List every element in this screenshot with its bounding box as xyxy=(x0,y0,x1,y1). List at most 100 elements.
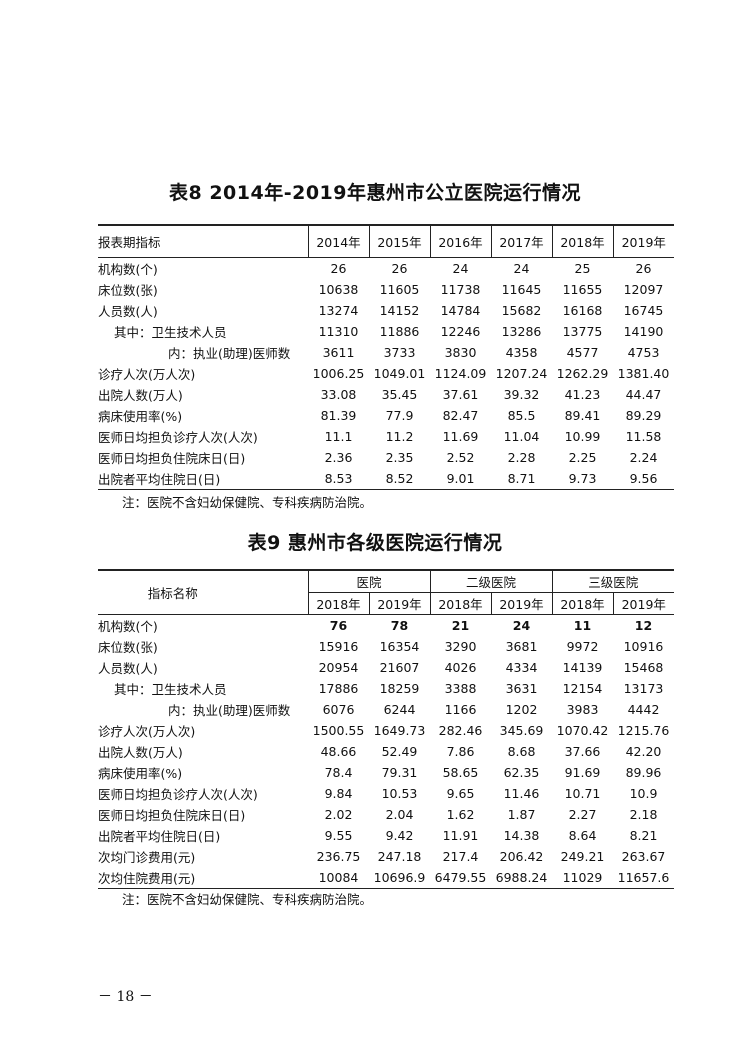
table-row: 医师日均担负诊疗人次(人次) 11.1 11.2 11.69 11.04 10.99 11.… xyxy=(98,426,674,447)
table-cell: 89.29 xyxy=(625,408,662,423)
table-cell: 25 xyxy=(574,261,591,276)
table9-year-header-row: 2018年 2019年 2018年 2019年 2018年 2019年 xyxy=(98,592,674,615)
table-cell: 2.04 xyxy=(385,807,414,822)
table-cell: 14139 xyxy=(562,660,603,675)
row-label: 机构数(个) xyxy=(98,262,158,277)
table-row: 其中：卫生技术人员 11310 11886 12246 13286 13775 14190 xyxy=(98,321,674,342)
table-cell: 39.32 xyxy=(503,387,540,402)
table-cell: 79.31 xyxy=(381,765,418,780)
row-label: 机构数(个) xyxy=(98,619,158,634)
table-cell: 4442 xyxy=(627,702,660,717)
table-cell: 10.9 xyxy=(629,786,658,801)
row-label: 其中：卫生技术人员 xyxy=(114,682,227,697)
table9-group-header-row: 指标名称 医院 二级医院 三级医院 xyxy=(98,569,674,615)
table-cell: 89.41 xyxy=(564,408,601,423)
table-cell: 11.2 xyxy=(385,429,414,444)
table9-note: 注：医院不含妇幼保健院、专科疾病防治院。 xyxy=(122,892,373,907)
table-cell: 16354 xyxy=(379,639,420,654)
table-cell: 1.87 xyxy=(507,807,536,822)
table-row: 人员数(人) 13274 14152 14784 15682 16168 16745 xyxy=(98,300,674,321)
table-cell: 236.75 xyxy=(316,849,361,864)
column-header-year: 2017年 xyxy=(490,224,552,258)
table-cell: 3290 xyxy=(444,639,477,654)
row-label: 医师日均担负诊疗人次(人次) xyxy=(98,430,258,445)
table-cell: 91.69 xyxy=(564,765,601,780)
table-cell: 9.73 xyxy=(552,468,613,490)
table-cell: 2.28 xyxy=(507,450,536,465)
column-header-year: 2016年 xyxy=(429,224,491,258)
column-header-year: 2014年 xyxy=(307,224,369,258)
table-row: 床位数(张) 10638 11605 11738 11645 11655 12097 xyxy=(98,279,674,300)
table-cell: 11029 xyxy=(552,867,613,889)
table-cell: 37.66 xyxy=(564,744,601,759)
column-group-header: 医院 xyxy=(307,569,430,593)
table-cell: 1207.24 xyxy=(495,366,548,381)
row-label: 诊疗人次(万人次) xyxy=(98,367,196,382)
table-cell: 85.5 xyxy=(507,408,536,423)
row-label: 诊疗人次(万人次) xyxy=(98,724,196,739)
table-cell: 1.62 xyxy=(446,807,475,822)
table-cell: 81.39 xyxy=(320,408,357,423)
row-label: 出院人数(万人) xyxy=(98,745,183,760)
table-cell: 20954 xyxy=(318,660,359,675)
table-cell: 89.96 xyxy=(625,765,662,780)
column-header-year: 2018年 xyxy=(551,592,613,615)
table-cell: 12 xyxy=(634,618,653,633)
table-cell: 4334 xyxy=(505,660,538,675)
table-cell: 6076 xyxy=(322,702,355,717)
row-label: 床位数(张) xyxy=(98,283,158,298)
table-row: 出院者平均住院日(日) 9.55 9.42 11.91 14.38 8.64 8.21 xyxy=(98,825,674,846)
row-label: 出院者平均住院日(日) xyxy=(98,829,221,844)
table-cell: 9.01 xyxy=(430,468,491,490)
table-row: 出院者平均住院日(日) 8.53 8.52 9.01 8.71 9.73 9.56 xyxy=(98,468,674,490)
table-cell: 3388 xyxy=(444,681,477,696)
table-cell: 11.1 xyxy=(324,429,353,444)
table-cell: 52.49 xyxy=(381,744,418,759)
table-cell: 9.56 xyxy=(613,468,674,490)
table-cell: 10916 xyxy=(623,639,664,654)
row-label: 医师日均担负住院床日(日) xyxy=(98,808,246,823)
table-cell: 8.68 xyxy=(507,744,536,759)
table-cell: 26 xyxy=(391,261,408,276)
table-cell: 3681 xyxy=(505,639,538,654)
table-cell: 9972 xyxy=(566,639,599,654)
table-row: 医师日均担负住院床日(日) 2.02 2.04 1.62 1.87 2.27 2.18 xyxy=(98,804,674,825)
row-label: 人员数(人) xyxy=(98,661,158,676)
table-cell: 14784 xyxy=(440,303,481,318)
table-cell: 15682 xyxy=(501,303,542,318)
table-cell: 11.91 xyxy=(442,828,479,843)
table-row: 机构数(个) 26 26 24 24 25 26 xyxy=(98,258,674,280)
table-cell: 1215.76 xyxy=(617,723,670,738)
table-cell: 9.55 xyxy=(324,828,353,843)
table-row: 病床使用率(%) 78.4 79.31 58.65 62.35 91.69 89.96 xyxy=(98,762,674,783)
table-cell: 1202 xyxy=(505,702,538,717)
table-cell: 15916 xyxy=(318,639,359,654)
column-header-year: 2019年 xyxy=(612,592,674,615)
table-cell: 8.64 xyxy=(568,828,597,843)
table-cell: 62.35 xyxy=(503,765,540,780)
row-label: 其中：卫生技术人员 xyxy=(114,325,227,340)
table-cell: 21607 xyxy=(379,660,420,675)
table-cell: 4026 xyxy=(444,660,477,675)
table-cell: 58.65 xyxy=(442,765,479,780)
table-cell: 3733 xyxy=(383,345,416,360)
table-cell: 206.42 xyxy=(499,849,544,864)
table-cell: 345.69 xyxy=(499,723,544,738)
column-header-year: 2018年 xyxy=(429,592,491,615)
table-cell: 11655 xyxy=(562,282,603,297)
table-cell: 11645 xyxy=(501,282,542,297)
table-cell: 14190 xyxy=(623,324,664,339)
table-cell: 4358 xyxy=(505,345,538,360)
table8-note: 注：医院不含妇幼保健院、专科疾病防治院。 xyxy=(122,495,373,510)
table-cell: 4753 xyxy=(627,345,660,360)
table-cell: 41.23 xyxy=(564,387,601,402)
table-cell: 11310 xyxy=(318,324,359,339)
table-cell: 16745 xyxy=(623,303,664,318)
table-cell: 9.42 xyxy=(385,828,414,843)
table-cell: 15468 xyxy=(623,660,664,675)
page-number: － 18 － xyxy=(98,989,153,1005)
table-cell: 13286 xyxy=(501,324,542,339)
table-cell: 11738 xyxy=(440,282,481,297)
table-cell: 44.47 xyxy=(625,387,662,402)
table-cell: 13173 xyxy=(623,681,664,696)
